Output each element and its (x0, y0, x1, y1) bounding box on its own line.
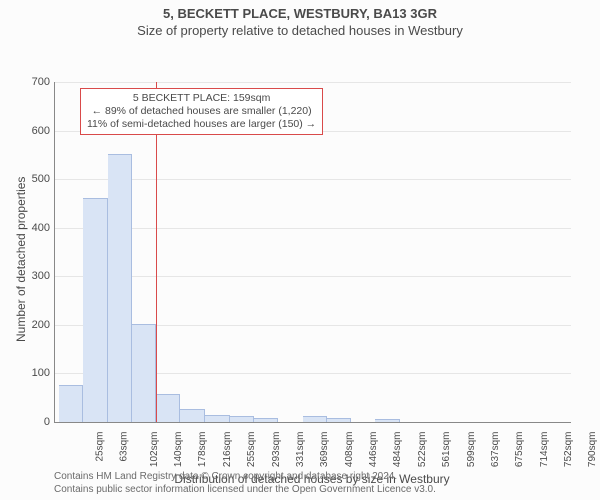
x-tick-label: 408sqm (344, 432, 355, 468)
annotation-line: 5 BECKETT PLACE: 159sqm (87, 92, 316, 105)
histogram-bar (132, 324, 156, 422)
footer-line-1: Contains HM Land Registry data © Crown c… (54, 471, 436, 484)
x-tick-label: 25sqm (94, 432, 105, 462)
annotation-line: ← 89% of detached houses are smaller (1,… (87, 105, 316, 118)
x-tick-label: 714sqm (539, 432, 550, 468)
gridline (55, 179, 571, 180)
y-tick-label: 600 (32, 125, 50, 137)
y-tick-label: 500 (32, 173, 50, 185)
histogram-bar (108, 154, 132, 422)
gridline (55, 228, 571, 229)
histogram-bar (230, 416, 254, 422)
marker-annotation: 5 BECKETT PLACE: 159sqm← 89% of detached… (80, 88, 323, 135)
x-tick-label: 790sqm (587, 432, 598, 468)
x-tick-label: 369sqm (319, 432, 330, 468)
x-tick-label: 140sqm (173, 432, 184, 468)
x-tick-label: 522sqm (417, 432, 428, 468)
x-tick-label: 599sqm (466, 432, 477, 468)
x-tick-label: 561sqm (441, 432, 452, 468)
histogram-bar (180, 409, 205, 422)
x-tick-label: 178sqm (197, 432, 208, 468)
histogram-bar (205, 415, 229, 422)
x-tick-label: 293sqm (271, 432, 282, 468)
x-tick-label: 216sqm (222, 432, 233, 468)
x-tick-label: 446sqm (368, 432, 379, 468)
gridline (55, 276, 571, 277)
x-tick-label: 255sqm (247, 432, 258, 468)
histogram-bar (303, 416, 327, 422)
y-tick-label: 0 (44, 416, 50, 428)
histogram-bar (327, 418, 351, 422)
histogram-bar (59, 385, 83, 422)
y-tick-label: 700 (32, 76, 50, 88)
x-tick-label: 675sqm (514, 432, 525, 468)
x-tick-label: 331sqm (295, 432, 306, 468)
histogram-bar (254, 418, 278, 422)
y-tick-label: 200 (32, 319, 50, 331)
histogram-bar (83, 198, 108, 422)
y-axis-label: Number of detached properties (14, 177, 28, 342)
x-tick-label: 63sqm (119, 432, 130, 462)
footer-line-2: Contains public sector information licen… (54, 484, 436, 497)
y-tick-label: 300 (32, 270, 50, 282)
x-tick-label: 637sqm (490, 432, 501, 468)
gridline (55, 82, 571, 83)
page-title: 5, BECKETT PLACE, WESTBURY, BA13 3GR (0, 0, 600, 21)
histogram-bar (156, 394, 180, 422)
annotation-line: 11% of semi-detached houses are larger (… (87, 118, 316, 131)
y-tick-label: 400 (32, 222, 50, 234)
footer-attribution: Contains HM Land Registry data © Crown c… (54, 471, 436, 496)
histogram-bar (375, 419, 400, 422)
x-tick-label: 484sqm (392, 432, 403, 468)
x-tick-label: 102sqm (149, 432, 160, 468)
y-tick-label: 100 (32, 367, 50, 379)
page-subtitle: Size of property relative to detached ho… (0, 21, 600, 38)
x-tick-label: 752sqm (563, 432, 574, 468)
